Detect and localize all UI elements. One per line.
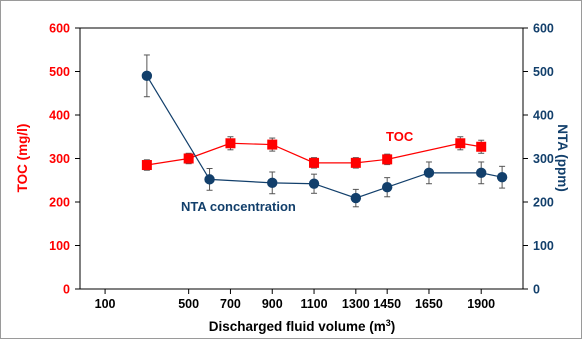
x-tick-label: 1300: [342, 297, 370, 311]
data-point: [381, 182, 393, 193]
data-point: [382, 154, 393, 165]
data-point: [496, 172, 508, 183]
x-tick-label: 1900: [467, 297, 495, 311]
y-left-tick-label: 200: [49, 196, 70, 210]
data-point: [308, 178, 320, 189]
y-right-tick-label: 100: [533, 239, 554, 253]
y-right-tick-label: 200: [533, 196, 554, 210]
x-tick-label: 500: [178, 297, 199, 311]
y-right-tick-label: 500: [533, 65, 554, 79]
x-axis-title-main: Discharged fluid volume (m: [209, 319, 386, 334]
ticks-layer: 0 0 100 100 200 200 300 300 400 400 500 500 600 600 10…: [49, 22, 554, 312]
y-left-tick-label: 100: [49, 239, 70, 253]
data-point: [309, 157, 320, 168]
y-right-tick-label: 0: [533, 283, 540, 297]
data-point: [350, 192, 362, 204]
annotation-toc: TOC: [386, 129, 414, 144]
y-left-tick-label: 400: [49, 109, 70, 123]
y-left-tick-label: 0: [63, 283, 70, 297]
data-point: [476, 167, 487, 179]
x-axis-title: Discharged fluid volume (m3): [209, 318, 396, 334]
series-layer: [141, 54, 508, 208]
x-tick-label: 1450: [373, 297, 401, 311]
y-left-tick-label: 500: [49, 65, 70, 79]
data-point: [476, 141, 487, 152]
x-tick-label: 900: [262, 297, 283, 311]
data-point: [141, 70, 153, 82]
data-point: [350, 157, 361, 168]
data-point: [141, 160, 152, 171]
y-axis-left-title: TOC (mg/l): [15, 124, 30, 193]
data-point: [204, 174, 215, 185]
data-point: [455, 138, 466, 149]
x-axis-title-sup: 3: [386, 318, 391, 328]
data-point: [267, 177, 278, 189]
y-left-tick-label: 300: [49, 152, 70, 166]
y-right-tick-label: 400: [533, 109, 554, 123]
x-axis-title-end: ): [391, 319, 396, 334]
y-right-tick-label: 300: [533, 152, 554, 166]
plot-area: [79, 27, 524, 290]
y-axis-right-title: NTA (ppm): [555, 124, 570, 191]
data-point: [267, 139, 278, 150]
data-point: [183, 153, 194, 164]
data-point: [423, 167, 435, 179]
y-left-tick-label: 600: [49, 22, 70, 36]
series-nta: [141, 54, 508, 208]
y-right-tick-label: 600: [533, 22, 554, 36]
annotation-nta-concentration: NTA concentration: [181, 199, 296, 214]
x-tick-label: 1100: [300, 297, 327, 311]
data-point: [225, 138, 236, 149]
x-tick-label: 100: [95, 297, 116, 311]
x-tick-label: 1650: [415, 297, 443, 311]
series-toc: [141, 136, 487, 171]
x-tick-label: 700: [220, 297, 241, 311]
